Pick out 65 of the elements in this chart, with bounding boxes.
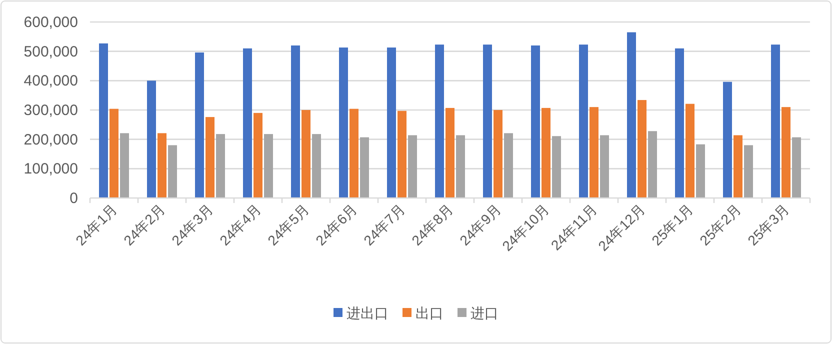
bar [600,135,609,198]
bar [734,135,742,198]
bar [99,43,108,198]
legend-label: 进口 [470,305,498,321]
bar [552,136,561,198]
x-tick-label: 24年4月 [216,200,264,248]
bar [360,137,369,198]
bar [339,48,348,198]
x-tick-label: 24年6月 [312,200,360,248]
y-tick-label: 500,000 [24,43,78,60]
bar [590,107,598,198]
bar [110,108,118,198]
bar [542,108,550,198]
bar [627,32,636,198]
bar [792,137,801,198]
bar [686,104,694,198]
bar [648,131,657,198]
bar [312,134,321,198]
bar [504,133,513,198]
x-tick-label: 25年2月 [696,200,744,248]
bar [254,112,262,198]
legend-label: 出口 [416,305,444,321]
x-tick-label: 25年3月 [744,200,792,248]
bar [446,108,454,198]
bar [531,45,540,198]
bar [195,52,204,198]
x-tick-label: 24年5月 [264,200,312,248]
bar [398,110,406,198]
y-tick-label: 100,000 [24,160,78,178]
bar [206,117,214,198]
bar [408,135,417,198]
bar [782,107,790,198]
bar [483,44,492,198]
x-tick-label: 24年7月 [360,200,408,248]
bar [696,144,705,198]
bar [120,133,129,198]
bar [302,110,310,198]
bar [675,48,684,198]
y-tick-label: 200,000 [24,131,78,148]
y-tick-label: 0 [70,190,78,207]
legend-label: 进出口 [346,305,388,321]
x-tick-label: 24年3月 [168,200,216,248]
bar [744,145,753,198]
x-tick-label: 24年2月 [120,200,168,248]
bar [264,134,273,198]
bar [216,134,225,198]
bar [579,44,588,198]
bar [350,108,358,198]
bar [456,135,465,198]
bar [243,48,252,198]
bar [494,110,502,198]
bar [168,145,177,198]
y-tick-label: 400,000 [24,72,78,90]
bar [723,82,732,198]
bar [147,80,156,198]
y-tick-label: 600,000 [24,14,78,31]
y-tick-label: 300,000 [24,102,78,119]
bar [771,44,780,198]
bar [158,133,166,198]
bar [638,100,646,198]
bar [435,44,444,198]
bar [387,48,396,198]
bar [291,45,300,198]
x-tick-label: 24年8月 [408,200,456,248]
x-tick-label: 25年1月 [648,200,696,248]
